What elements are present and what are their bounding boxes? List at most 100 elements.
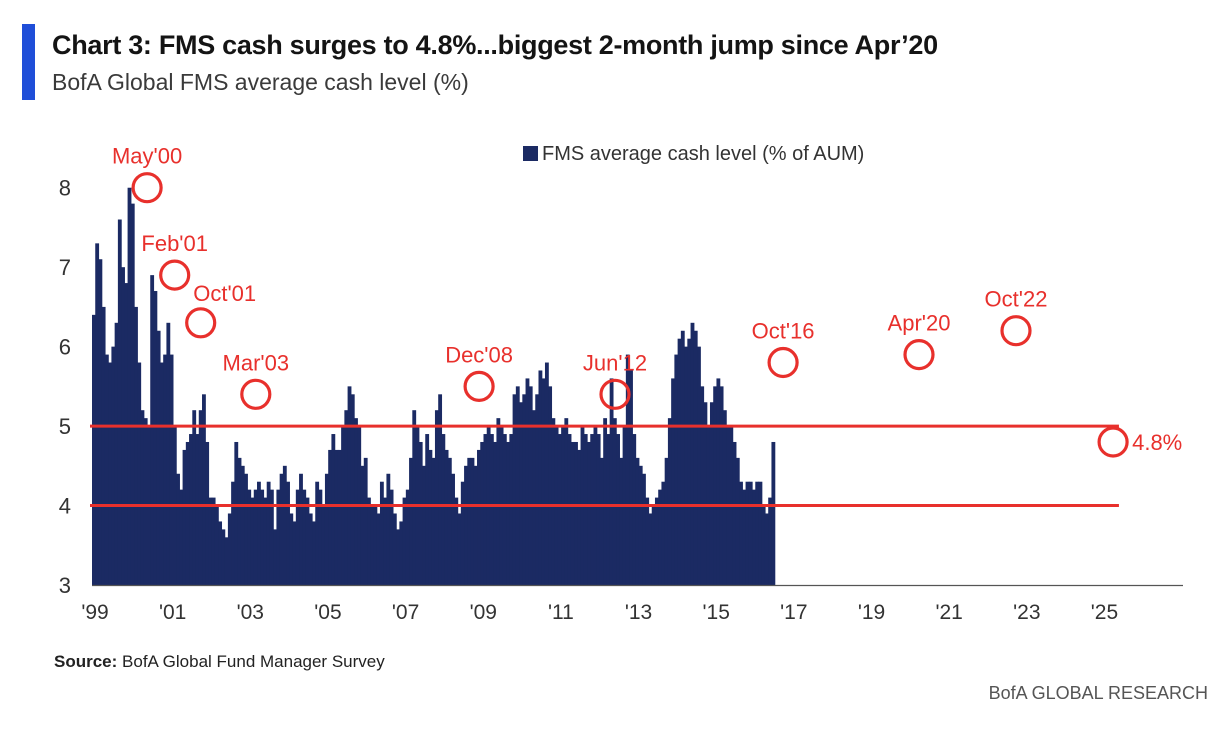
annotation-label: Apr'20 [888, 311, 951, 336]
bar [557, 434, 562, 585]
bar [506, 441, 510, 585]
annotation-label: Mar'03 [223, 350, 290, 375]
bar [104, 354, 109, 585]
bar [234, 441, 239, 585]
x-tick-label: '23 [1013, 601, 1040, 624]
bar [434, 410, 439, 585]
bar [519, 402, 523, 585]
bar [202, 394, 206, 585]
bar [616, 434, 620, 585]
bar [198, 410, 203, 585]
legend-label: FMS average cash level (% of AUM) [542, 143, 864, 165]
annotation-circle [131, 172, 163, 204]
bar [638, 465, 643, 585]
bar [425, 434, 430, 585]
annotation-circle [240, 378, 272, 410]
bar [98, 259, 103, 585]
y-tick-label: 3 [59, 573, 71, 598]
bar [276, 489, 281, 585]
bar [541, 378, 546, 585]
bar [684, 346, 688, 585]
bar [441, 434, 446, 585]
bar [214, 505, 219, 585]
bar [159, 362, 164, 585]
bar [269, 489, 274, 585]
annotation-circle [903, 339, 935, 371]
bar [661, 481, 666, 585]
bar [386, 473, 391, 585]
bar [299, 473, 303, 585]
brand-label: BofA GLOBAL RESEARCH [988, 683, 1208, 703]
bar [629, 370, 633, 585]
bar [457, 513, 462, 585]
bar [548, 386, 553, 585]
bar [538, 370, 543, 585]
bar [114, 322, 119, 585]
bar [748, 481, 753, 585]
bar [383, 497, 388, 585]
bar [451, 473, 455, 585]
bar [143, 418, 148, 585]
bar [260, 489, 265, 585]
bar [709, 402, 714, 585]
bar [648, 513, 653, 585]
bar [697, 346, 701, 585]
bar [363, 457, 368, 585]
bar [609, 378, 614, 585]
chart-title: Chart 3: FMS cash surges to 4.8%...bigge… [52, 30, 938, 60]
x-tick-label: '05 [314, 601, 341, 624]
bar [130, 203, 135, 585]
bar [286, 481, 290, 585]
bar [651, 505, 656, 585]
legend-swatch [523, 146, 538, 161]
x-tick-label: '09 [470, 601, 497, 624]
bar [140, 410, 145, 585]
bar [625, 354, 630, 585]
bar [370, 505, 375, 585]
bar [324, 473, 329, 585]
bar [422, 465, 426, 585]
bar [509, 434, 514, 585]
bar [716, 378, 721, 585]
bar [502, 434, 507, 585]
y-tick-label: 7 [59, 255, 71, 280]
bar [645, 497, 650, 585]
bar [331, 434, 336, 585]
y-tick-label: 6 [59, 335, 71, 360]
x-tick-label: '11 [548, 601, 574, 624]
bar [477, 449, 481, 585]
bar [211, 497, 216, 585]
bar [127, 187, 132, 586]
bar [768, 497, 773, 585]
annotation-circle [185, 307, 217, 339]
bar [606, 434, 611, 585]
bar [664, 457, 669, 585]
bar [392, 513, 397, 585]
bar [667, 418, 672, 585]
bar [308, 513, 313, 585]
bar [347, 386, 352, 585]
bar [431, 457, 436, 585]
x-tick-label: '17 [780, 601, 807, 624]
bar [379, 481, 384, 585]
bar [244, 473, 248, 585]
bar [292, 521, 297, 585]
bar [483, 434, 488, 585]
bar [282, 465, 287, 585]
annotation-label: May'00 [112, 144, 182, 169]
source-text: BofA Global Fund Manager Survey [117, 652, 385, 671]
bar [137, 362, 142, 585]
bar [192, 410, 197, 585]
bar [350, 394, 355, 585]
bar [153, 291, 158, 585]
bar [564, 418, 569, 585]
bar [489, 434, 494, 585]
bar [454, 497, 459, 585]
bar [522, 394, 527, 585]
bar [755, 481, 760, 585]
bar [732, 441, 737, 585]
bar [111, 346, 116, 585]
bar [156, 330, 161, 585]
x-tick-label: '15 [703, 601, 730, 624]
bar [674, 354, 679, 585]
